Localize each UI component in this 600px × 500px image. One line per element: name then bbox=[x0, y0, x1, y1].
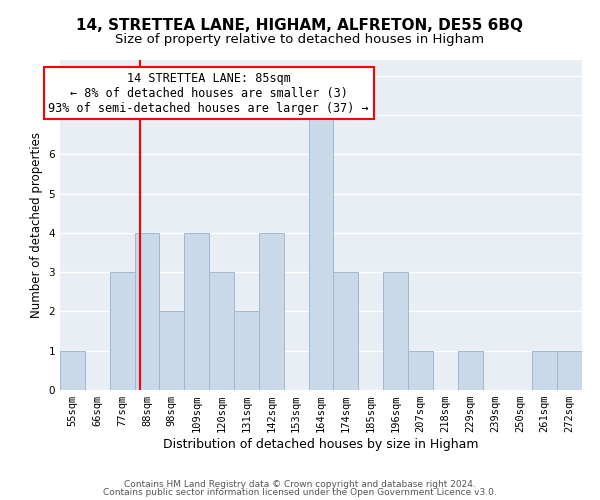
Bar bbox=[334, 272, 358, 390]
Bar bbox=[557, 350, 582, 390]
Bar bbox=[184, 233, 209, 390]
Bar bbox=[234, 312, 259, 390]
Bar bbox=[408, 350, 433, 390]
Bar bbox=[532, 350, 557, 390]
Bar bbox=[259, 233, 284, 390]
Text: Contains HM Land Registry data © Crown copyright and database right 2024.: Contains HM Land Registry data © Crown c… bbox=[124, 480, 476, 489]
Bar bbox=[110, 272, 134, 390]
Bar bbox=[308, 115, 334, 390]
Text: 14, STRETTEA LANE, HIGHAM, ALFRETON, DE55 6BQ: 14, STRETTEA LANE, HIGHAM, ALFRETON, DE5… bbox=[77, 18, 523, 32]
Bar bbox=[383, 272, 408, 390]
Bar bbox=[60, 350, 85, 390]
Text: Size of property relative to detached houses in Higham: Size of property relative to detached ho… bbox=[115, 32, 485, 46]
Text: 14 STRETTEA LANE: 85sqm
← 8% of detached houses are smaller (3)
93% of semi-deta: 14 STRETTEA LANE: 85sqm ← 8% of detached… bbox=[49, 72, 369, 114]
Y-axis label: Number of detached properties: Number of detached properties bbox=[30, 132, 43, 318]
Text: Contains public sector information licensed under the Open Government Licence v3: Contains public sector information licen… bbox=[103, 488, 497, 497]
Bar bbox=[134, 233, 160, 390]
Bar bbox=[160, 312, 184, 390]
Bar bbox=[458, 350, 482, 390]
Bar bbox=[209, 272, 234, 390]
X-axis label: Distribution of detached houses by size in Higham: Distribution of detached houses by size … bbox=[163, 438, 479, 451]
